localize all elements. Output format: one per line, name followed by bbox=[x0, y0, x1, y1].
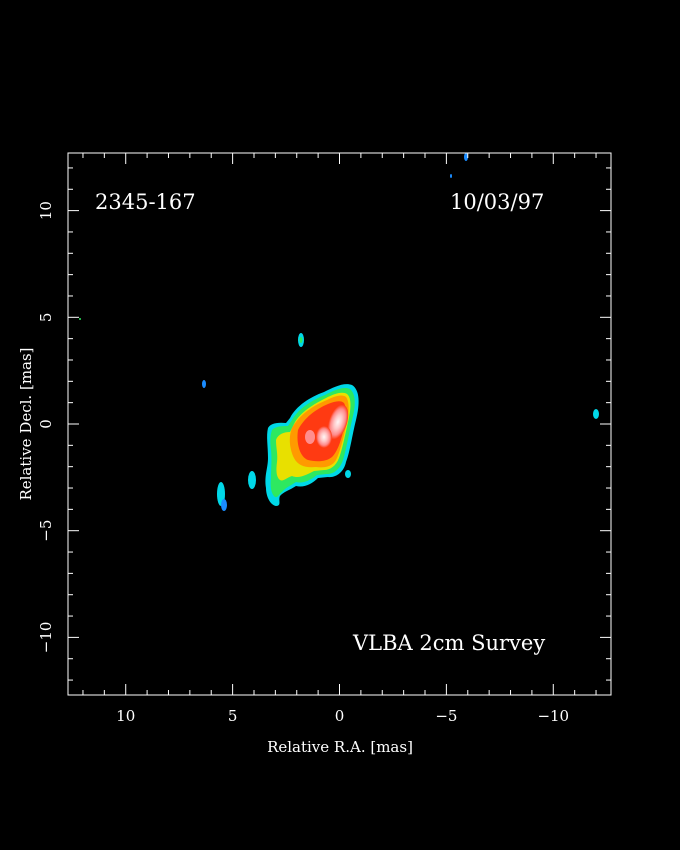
y-tick-label: 10 bbox=[37, 201, 55, 220]
x-tick-label: 10 bbox=[116, 707, 135, 725]
x-tick-label: −10 bbox=[537, 707, 569, 725]
emission-core-bright bbox=[327, 404, 349, 440]
epoch-label: 10/03/97 bbox=[450, 190, 544, 214]
axis-ticks bbox=[68, 153, 611, 695]
x-tick-label: 0 bbox=[335, 707, 345, 725]
y-tick-label: −5 bbox=[37, 520, 55, 542]
emission-core-tertiary bbox=[305, 430, 315, 444]
axis-tick-labels: 10 5 0 −5 −10 10 5 0 −5 −10 bbox=[37, 201, 569, 725]
component-blob bbox=[299, 337, 303, 343]
component-blob bbox=[345, 470, 351, 478]
y-tick-label: 0 bbox=[37, 419, 55, 429]
component-blob bbox=[464, 153, 468, 161]
y-tick-label: 5 bbox=[37, 313, 55, 323]
y-axis-title: Relative Decl. [mas] bbox=[17, 347, 35, 500]
component-blob bbox=[221, 499, 227, 511]
source-name-label: 2345-167 bbox=[95, 190, 196, 214]
emission-core-secondary bbox=[316, 426, 332, 448]
y-tick-label: −10 bbox=[37, 622, 55, 654]
component-blob bbox=[593, 409, 599, 419]
x-tick-label: 5 bbox=[228, 707, 238, 725]
component-blob bbox=[202, 380, 206, 388]
component-blob bbox=[450, 174, 452, 178]
component-blob bbox=[248, 471, 256, 489]
emission-map bbox=[79, 153, 599, 511]
component-blob bbox=[79, 318, 81, 320]
x-axis-title: Relative R.A. [mas] bbox=[267, 738, 413, 756]
x-tick-label: −5 bbox=[435, 707, 457, 725]
survey-label: VLBA 2cm Survey bbox=[352, 631, 545, 655]
